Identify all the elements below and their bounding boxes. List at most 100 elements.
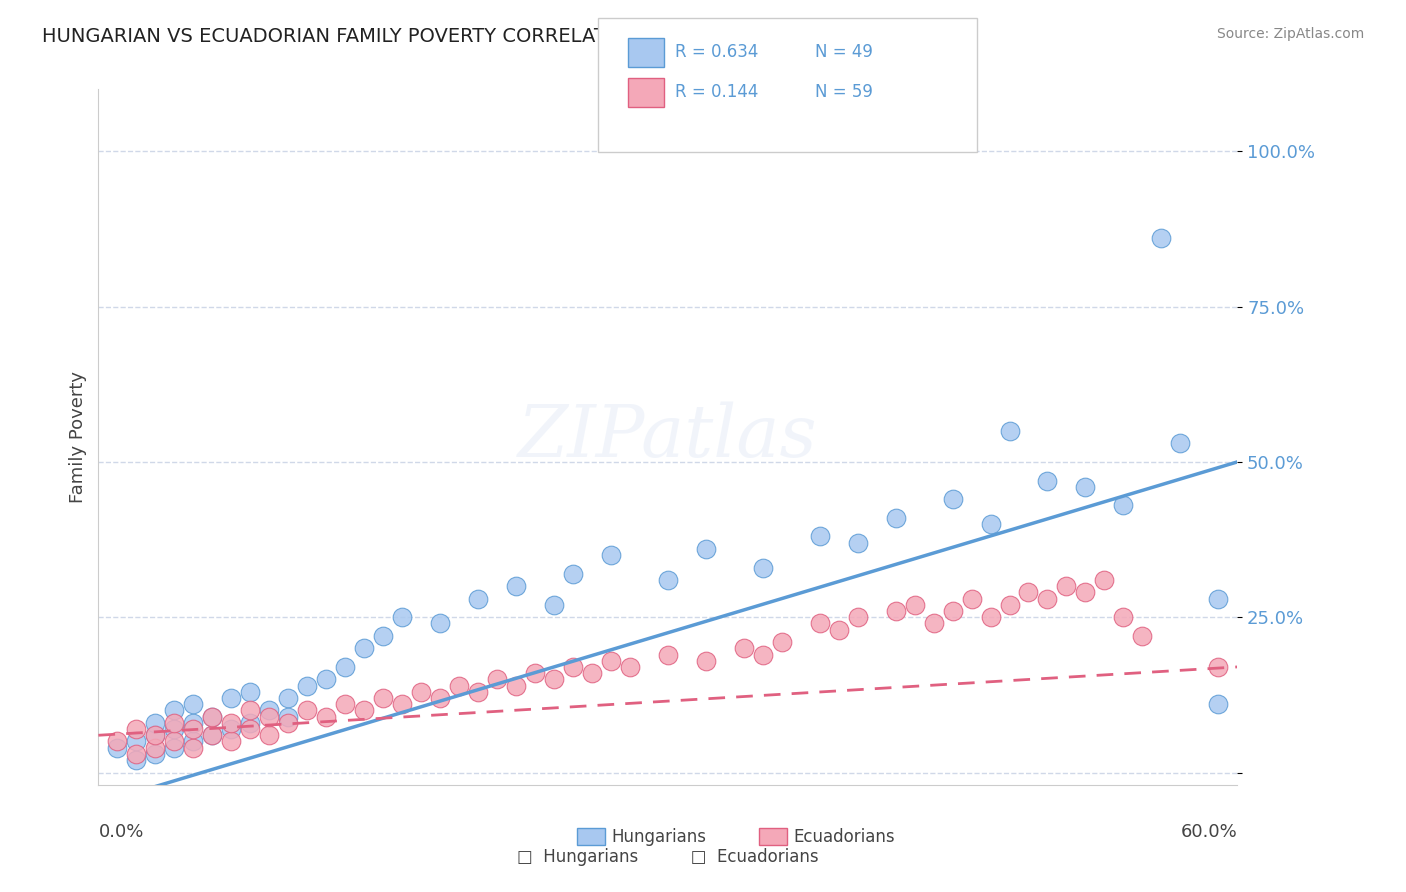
- Point: [221, 734, 243, 748]
- Text: 0.0%: 0.0%: [98, 823, 143, 841]
- Point: [163, 740, 186, 755]
- Point: [335, 660, 357, 674]
- Point: [145, 740, 167, 755]
- Point: [1208, 660, 1230, 674]
- Point: [467, 685, 489, 699]
- Point: [125, 753, 148, 767]
- Point: [733, 641, 755, 656]
- Point: [163, 715, 186, 730]
- Point: [505, 679, 527, 693]
- Point: [411, 685, 433, 699]
- Point: [201, 728, 224, 742]
- Point: [353, 703, 375, 717]
- Point: [259, 728, 281, 742]
- Text: Source: ZipAtlas.com: Source: ZipAtlas.com: [1216, 27, 1364, 41]
- Point: [543, 673, 565, 687]
- Text: N = 49: N = 49: [815, 43, 873, 61]
- Point: [486, 673, 509, 687]
- Point: [297, 679, 319, 693]
- Point: [239, 715, 262, 730]
- Point: [391, 610, 413, 624]
- Point: [770, 635, 793, 649]
- Point: [107, 734, 129, 748]
- Point: [524, 666, 547, 681]
- Point: [1074, 480, 1097, 494]
- Point: [619, 660, 641, 674]
- Point: [979, 516, 1001, 531]
- Point: [183, 734, 205, 748]
- Point: [998, 424, 1021, 438]
- Point: [657, 648, 679, 662]
- Point: [1036, 591, 1059, 606]
- Point: [562, 660, 585, 674]
- Point: [259, 709, 281, 723]
- Point: [828, 623, 851, 637]
- Point: [145, 728, 167, 742]
- Point: [277, 709, 299, 723]
- Point: [145, 715, 167, 730]
- Point: [600, 654, 623, 668]
- Point: [221, 715, 243, 730]
- Point: [221, 690, 243, 705]
- Point: [1208, 697, 1230, 711]
- Point: [752, 648, 775, 662]
- Text: □  Hungarians          □  Ecuadorians: □ Hungarians □ Ecuadorians: [517, 847, 818, 865]
- Point: [1036, 474, 1059, 488]
- Point: [904, 598, 927, 612]
- Point: [145, 728, 167, 742]
- Point: [695, 654, 717, 668]
- Point: [884, 511, 907, 525]
- Text: N = 59: N = 59: [815, 83, 873, 101]
- Text: Hungarians: Hungarians: [610, 828, 706, 847]
- Point: [183, 697, 205, 711]
- Text: R = 0.144: R = 0.144: [675, 83, 758, 101]
- Point: [277, 690, 299, 705]
- Point: [922, 616, 945, 631]
- Point: [1094, 573, 1116, 587]
- Point: [562, 566, 585, 581]
- Point: [297, 703, 319, 717]
- Point: [467, 591, 489, 606]
- Point: [1132, 629, 1154, 643]
- Text: HUNGARIAN VS ECUADORIAN FAMILY POVERTY CORRELATION CHART: HUNGARIAN VS ECUADORIAN FAMILY POVERTY C…: [42, 27, 713, 45]
- Point: [581, 666, 603, 681]
- Point: [808, 616, 831, 631]
- Point: [543, 598, 565, 612]
- Point: [391, 697, 413, 711]
- Point: [183, 715, 205, 730]
- Point: [125, 722, 148, 736]
- Point: [449, 679, 471, 693]
- Point: [145, 747, 167, 761]
- Text: 60.0%: 60.0%: [1181, 823, 1237, 841]
- Point: [808, 529, 831, 543]
- Point: [163, 722, 186, 736]
- Point: [163, 703, 186, 717]
- Point: [183, 740, 205, 755]
- Point: [277, 715, 299, 730]
- Text: Ecuadorians: Ecuadorians: [793, 828, 894, 847]
- Point: [942, 492, 965, 507]
- Point: [125, 747, 148, 761]
- Point: [1150, 231, 1173, 245]
- Point: [315, 709, 337, 723]
- Point: [1170, 436, 1192, 450]
- Point: [960, 591, 983, 606]
- Bar: [759, 828, 787, 846]
- Text: R = 0.634: R = 0.634: [675, 43, 758, 61]
- Point: [846, 610, 869, 624]
- Point: [657, 573, 679, 587]
- Point: [1112, 499, 1135, 513]
- Point: [315, 673, 337, 687]
- Text: ZIPatlas: ZIPatlas: [517, 401, 818, 473]
- Point: [942, 604, 965, 618]
- Point: [998, 598, 1021, 612]
- Point: [884, 604, 907, 618]
- Point: [259, 703, 281, 717]
- Point: [201, 709, 224, 723]
- Point: [239, 703, 262, 717]
- Point: [429, 616, 451, 631]
- Point: [752, 560, 775, 574]
- Point: [201, 709, 224, 723]
- Point: [600, 548, 623, 562]
- Point: [221, 722, 243, 736]
